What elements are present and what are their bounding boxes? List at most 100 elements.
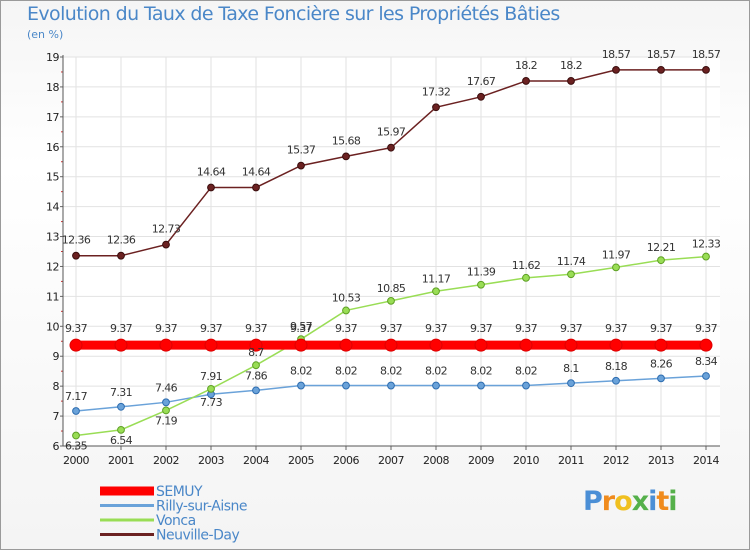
- data-point-neuville-day: [162, 240, 170, 249]
- data-label-rilly-sur-aisne: 8.02: [335, 365, 357, 378]
- data-point-neuville-day: [117, 251, 125, 260]
- data-label-rilly-sur-aisne: 7.17: [65, 390, 88, 403]
- y-tick-label: 12: [46, 260, 59, 273]
- data-point-neuville-day: [702, 65, 710, 74]
- data-label-vonca: 10.53: [332, 291, 361, 304]
- logo-letter: i: [668, 486, 677, 517]
- legend-label: Vonca: [156, 513, 196, 529]
- data-label-semuy: 9.37: [605, 322, 628, 335]
- legend-swatch-vonca: [100, 518, 154, 522]
- data-point-vonca: [432, 287, 440, 296]
- x-tick-label: 2004: [243, 454, 269, 467]
- data-label-neuville-day: 14.64: [242, 165, 271, 178]
- data-point-semuy: [384, 338, 398, 352]
- data-label-semuy: 9.37: [65, 322, 88, 335]
- data-label-vonca: 12.33: [692, 238, 721, 251]
- x-tick-label: 2002: [153, 454, 179, 467]
- data-point-vonca: [567, 270, 575, 279]
- y-tick-label: 7: [53, 410, 60, 423]
- data-point-semuy: [474, 338, 488, 352]
- legend-swatch-semuy: [100, 486, 154, 496]
- data-point-semuy: [654, 338, 668, 352]
- proxiti-logo: Proxiti: [583, 486, 678, 517]
- y-tick-label: 15: [46, 171, 59, 184]
- data-point-semuy: [114, 338, 128, 352]
- legend-label: Rilly-sur-Aisne: [156, 499, 247, 515]
- data-label-semuy: 9.37: [650, 322, 673, 335]
- data-point-rilly-sur-aisne: [117, 402, 125, 411]
- data-point-rilly-sur-aisne: [567, 379, 575, 388]
- x-tick-label: 2011: [558, 454, 584, 467]
- data-label-rilly-sur-aisne: 8.34: [695, 355, 718, 368]
- logo-letter: x: [631, 486, 649, 517]
- data-point-rilly-sur-aisne: [477, 381, 485, 390]
- x-tick-label: 2009: [468, 454, 494, 467]
- data-point-semuy: [204, 338, 218, 352]
- x-tick-label: 2003: [198, 454, 224, 467]
- data-label-rilly-sur-aisne: 7.86: [245, 369, 268, 382]
- data-point-vonca: [477, 280, 485, 289]
- y-tick-label: 6: [53, 440, 60, 453]
- data-point-semuy: [519, 338, 533, 352]
- data-point-rilly-sur-aisne: [342, 381, 350, 390]
- data-label-rilly-sur-aisne: 7.31: [110, 386, 132, 399]
- data-point-rilly-sur-aisne: [657, 374, 665, 383]
- logo-letter: i: [648, 486, 657, 517]
- data-label-neuville-day: 17.32: [422, 85, 451, 98]
- data-point-semuy: [69, 338, 83, 352]
- data-label-rilly-sur-aisne: 7.46: [155, 381, 178, 394]
- y-tick-label: 16: [46, 141, 59, 154]
- data-label-neuville-day: 12.73: [152, 223, 181, 236]
- data-point-vonca: [72, 431, 80, 440]
- data-label-vonca: 7.91: [200, 370, 222, 383]
- data-point-semuy: [609, 338, 623, 352]
- data-label-neuville-day: 12.36: [62, 234, 91, 247]
- data-point-rilly-sur-aisne: [252, 386, 260, 395]
- data-label-semuy: 9.37: [200, 322, 223, 335]
- data-label-neuville-day: 17.67: [467, 75, 496, 88]
- data-label-vonca: 7.19: [155, 414, 178, 427]
- data-point-vonca: [612, 263, 620, 272]
- data-label-semuy: 9.37: [110, 322, 133, 335]
- data-point-vonca: [657, 256, 665, 265]
- data-label-vonca: 6.35: [65, 440, 88, 453]
- data-label-semuy: 9.37: [380, 322, 403, 335]
- data-point-semuy: [699, 338, 713, 352]
- data-label-vonca: 9.57: [290, 320, 313, 333]
- x-tick-label: 2008: [423, 454, 449, 467]
- data-point-neuville-day: [477, 92, 485, 101]
- data-point-neuville-day: [72, 251, 80, 260]
- data-label-rilly-sur-aisne: 8.02: [470, 365, 492, 378]
- data-point-vonca: [702, 252, 710, 261]
- data-point-neuville-day: [522, 77, 530, 85]
- data-label-semuy: 9.37: [560, 322, 583, 335]
- data-label-semuy: 9.37: [470, 322, 493, 335]
- data-point-neuville-day: [432, 103, 440, 112]
- data-label-neuville-day: 18.2: [560, 59, 582, 72]
- data-label-neuville-day: 15.68: [332, 134, 361, 147]
- data-point-neuville-day: [612, 65, 620, 74]
- data-point-neuville-day: [342, 152, 350, 161]
- data-point-semuy: [429, 338, 443, 352]
- data-point-vonca: [342, 306, 350, 315]
- data-point-rilly-sur-aisne: [387, 381, 395, 390]
- data-label-rilly-sur-aisne: 8.02: [515, 365, 537, 378]
- data-point-vonca: [162, 406, 170, 415]
- data-point-neuville-day: [252, 183, 260, 192]
- data-label-semuy: 9.37: [290, 322, 313, 335]
- legend-label: SEMUY: [156, 484, 203, 500]
- data-label-neuville-day: 14.64: [197, 165, 226, 178]
- data-point-neuville-day: [657, 65, 665, 74]
- y-tick-label: 8: [53, 380, 60, 393]
- y-tick-label: 14: [46, 201, 59, 214]
- data-label-neuville-day: 18.2: [515, 59, 537, 72]
- x-tick-label: 2007: [378, 454, 404, 467]
- data-label-semuy: 9.37: [515, 322, 538, 335]
- data-label-vonca: 11.74: [557, 255, 586, 268]
- data-point-semuy: [294, 338, 308, 352]
- data-point-rilly-sur-aisne: [72, 407, 80, 415]
- data-label-rilly-sur-aisne: 8.02: [425, 365, 447, 378]
- data-label-semuy: 9.37: [695, 322, 718, 335]
- y-tick-label: 9: [53, 350, 60, 363]
